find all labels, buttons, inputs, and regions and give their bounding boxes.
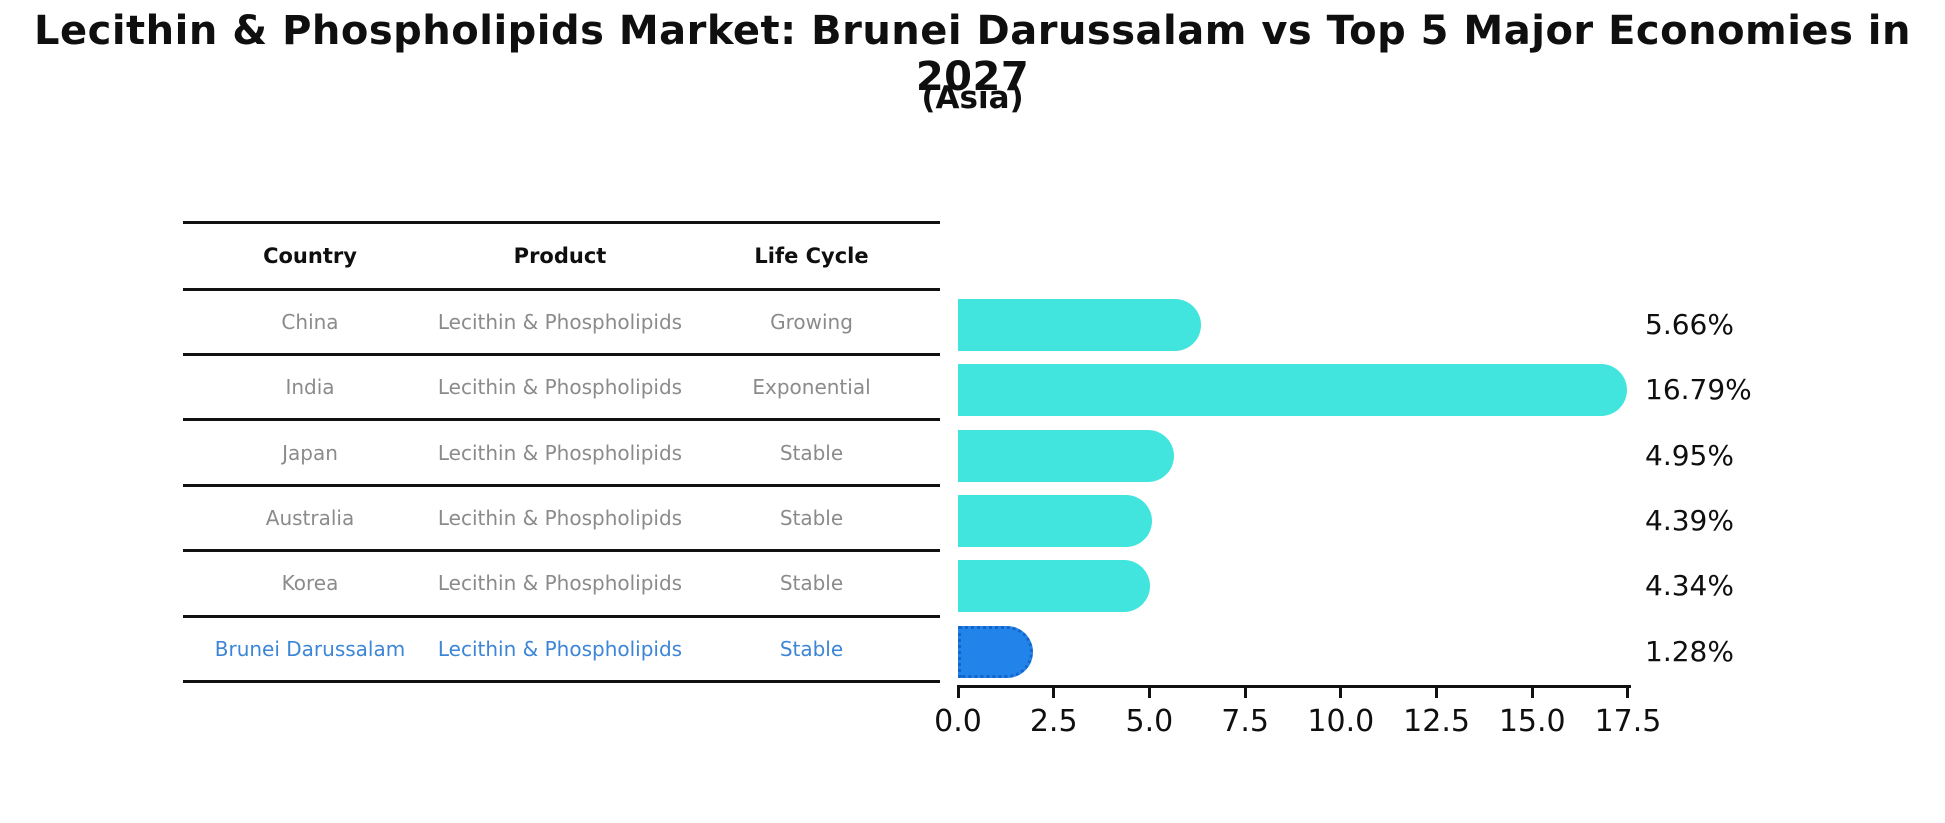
x-axis-tick	[1243, 688, 1247, 698]
bar-value-label: 5.66%	[1645, 308, 1734, 341]
x-axis-tick	[1147, 688, 1151, 698]
cell-lifecycle: Stable	[779, 505, 844, 530]
table-header-country: Country	[263, 243, 357, 268]
cell-lifecycle: Growing	[770, 309, 853, 334]
cell-product: Lecithin & Phospholipids	[437, 505, 683, 530]
x-axis-tick	[1530, 688, 1534, 698]
cell-product: Lecithin & Phospholipids	[437, 571, 683, 596]
x-axis-tick-label: 2.5	[1029, 704, 1078, 739]
cell-country: Australia	[265, 505, 355, 530]
cell-country: Brunei Darussalam	[214, 636, 406, 661]
bar-korea	[958, 560, 1151, 613]
page-subtitle: (Asia)	[921, 80, 1024, 116]
cell-product: Lecithin & Phospholipids	[437, 309, 683, 334]
data-table: Country Product Life Cycle China Lecithin…	[183, 221, 940, 683]
x-axis-tick	[1626, 688, 1630, 698]
table-header-row: Country Product Life Cycle	[183, 224, 940, 291]
table-row: Japan Lecithin & Phospholipids Stable	[183, 421, 940, 487]
cell-product: Lecithin & Phospholipids	[437, 375, 683, 400]
x-axis-tick-label: 7.5	[1221, 704, 1269, 739]
page-title: Lecithin & Phospholipids Market: Brunei …	[34, 8, 1911, 100]
bar-value-label: 16.79%	[1645, 373, 1752, 407]
table-row: China Lecithin & Phospholipids Growing	[183, 291, 940, 356]
bar-value-label: 1.28%	[1645, 634, 1734, 668]
x-axis-tick	[956, 688, 960, 698]
x-axis-tick-label: 17.5	[1594, 704, 1662, 739]
bar-china	[958, 299, 1201, 351]
cell-product: Lecithin & Phospholipids	[437, 636, 683, 661]
x-axis-tick-label: 5.0	[1125, 704, 1174, 739]
bar-value-label: 4.34%	[1645, 569, 1734, 603]
table-row: Australia Lecithin & Phospholipids Stable	[183, 487, 940, 553]
x-axis-tick-label: 15.0	[1498, 704, 1566, 739]
bar-brunei-darussalam	[958, 625, 1034, 678]
cell-product: Lecithin & Phospholipids	[437, 440, 683, 465]
bar-japan	[958, 429, 1174, 482]
table-row: Brunei Darussalam Lecithin & Phospholipid…	[183, 618, 940, 683]
cell-country: Japan	[282, 440, 338, 465]
x-axis-tick-label: 10.0	[1307, 704, 1375, 739]
cell-lifecycle: Exponential	[752, 375, 871, 400]
cell-country: China	[281, 309, 339, 334]
x-axis-line	[957, 685, 1631, 688]
table-row: Korea Lecithin & Phospholipids Stable	[183, 552, 940, 618]
bar-value-label: 4.95%	[1645, 438, 1734, 472]
cell-country: Korea	[281, 571, 339, 596]
bar-india	[958, 364, 1628, 417]
table-header-product: Product	[513, 243, 607, 268]
bar-value-label: 4.39%	[1645, 503, 1734, 537]
cell-lifecycle: Stable	[779, 571, 844, 596]
x-axis-tick	[1339, 688, 1343, 698]
x-axis-tick-label: 12.5	[1403, 704, 1470, 739]
x-axis-tick	[1052, 688, 1056, 698]
table-row: India Lecithin & Phospholipids Exponential	[183, 356, 940, 422]
cell-country: India	[285, 375, 335, 400]
x-axis-tick-label: 0.0	[934, 704, 982, 739]
x-axis-tick	[1435, 688, 1439, 698]
bar-australia	[958, 494, 1153, 547]
cell-lifecycle: Stable	[779, 636, 844, 661]
cell-lifecycle: Stable	[779, 440, 844, 465]
table-header-lifecycle: Life Cycle	[754, 243, 869, 268]
